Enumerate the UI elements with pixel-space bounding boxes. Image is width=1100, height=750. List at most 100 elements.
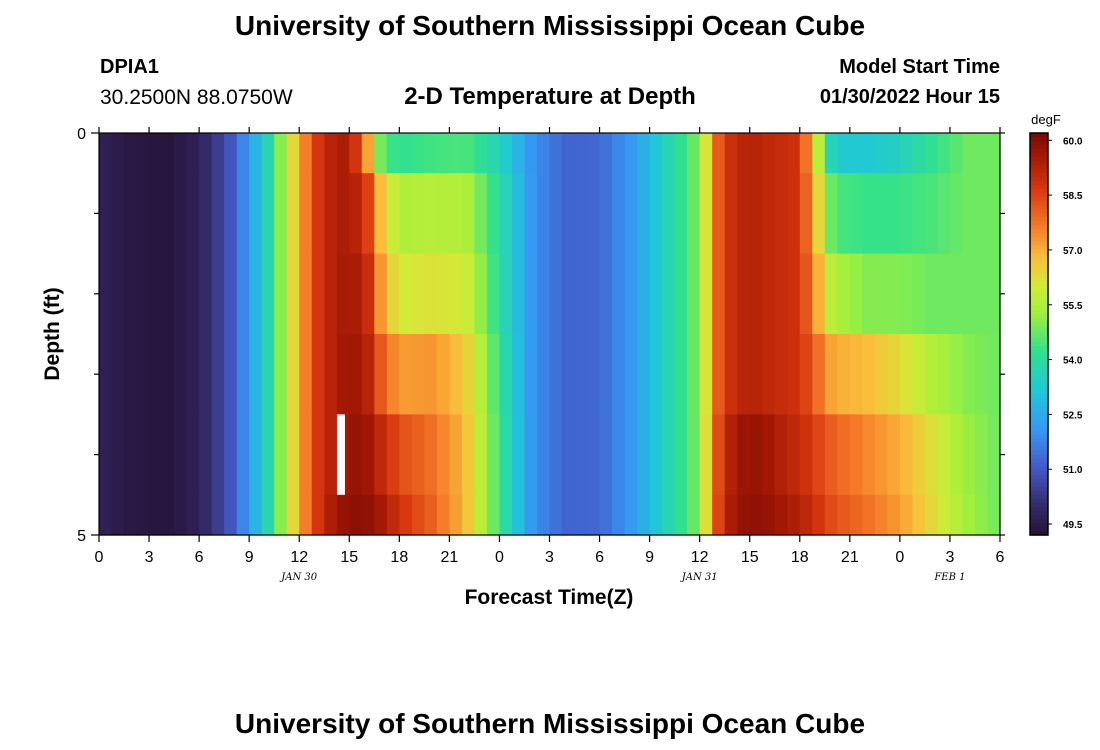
heatmap-cell bbox=[486, 133, 501, 174]
heatmap-cell bbox=[674, 173, 688, 255]
model-start-value: 01/30/2022 Hour 15 bbox=[819, 86, 1000, 108]
heatmap-cell bbox=[662, 173, 676, 255]
heatmap-cell bbox=[199, 133, 213, 174]
heatmap-cell bbox=[186, 494, 200, 536]
colorbar-segment bbox=[1030, 486, 1048, 492]
heatmap-cell bbox=[286, 334, 300, 415]
heatmap-cell bbox=[311, 133, 325, 174]
heatmap-cell bbox=[587, 173, 601, 255]
colorbar-segment bbox=[1030, 510, 1048, 516]
colorbar-segment bbox=[1030, 309, 1048, 315]
heatmap-cell bbox=[837, 334, 851, 415]
colorbar-segment bbox=[1030, 177, 1048, 182]
heatmap-cell bbox=[612, 494, 626, 536]
heatmap-cell bbox=[549, 253, 563, 335]
heatmap-cell bbox=[336, 494, 350, 536]
heatmap-cell bbox=[587, 414, 601, 496]
date-label: JAN 30 bbox=[279, 572, 318, 583]
heatmap-cell bbox=[862, 133, 876, 174]
heatmap-cell bbox=[799, 173, 813, 255]
heatmap-cell bbox=[787, 334, 801, 415]
heatmap-cell bbox=[887, 494, 901, 536]
heatmap-cell bbox=[874, 133, 888, 174]
heatmap-cell bbox=[574, 334, 588, 415]
colorbar-segment bbox=[1030, 522, 1048, 528]
heatmap-cell bbox=[499, 133, 513, 174]
heatmap-cell bbox=[762, 173, 776, 255]
x-tick-label: 3 bbox=[945, 549, 954, 566]
heatmap-cell bbox=[461, 334, 476, 415]
heatmap-cell bbox=[849, 173, 863, 255]
heatmap-cell bbox=[536, 133, 551, 174]
heatmap-cell bbox=[186, 334, 200, 415]
heatmap-cell bbox=[111, 494, 125, 536]
heatmap-cell bbox=[461, 133, 476, 174]
heatmap-cell bbox=[324, 133, 338, 174]
colorbar-segment bbox=[1030, 249, 1048, 255]
heatmap-cell bbox=[587, 334, 601, 415]
colorbar-segment bbox=[1030, 394, 1048, 399]
heatmap-cell bbox=[149, 334, 163, 415]
heatmap-cell bbox=[386, 173, 400, 255]
colorbar-segment bbox=[1030, 193, 1048, 198]
heatmap-cell bbox=[974, 334, 989, 415]
heatmap-cell bbox=[624, 494, 638, 536]
heatmap-cell bbox=[699, 494, 713, 536]
heatmap-cell bbox=[887, 414, 901, 496]
heatmap-cell bbox=[962, 414, 976, 496]
heatmap-cell bbox=[574, 133, 588, 174]
heatmap-cell bbox=[587, 494, 601, 536]
heatmap-cell bbox=[286, 494, 300, 536]
heatmap-cell bbox=[436, 173, 450, 255]
heatmap-cell bbox=[399, 173, 413, 255]
heatmap-cell bbox=[349, 414, 363, 496]
heatmap-cell bbox=[111, 414, 125, 496]
colorbar-segment bbox=[1030, 149, 1048, 154]
heatmap-cell bbox=[486, 173, 501, 255]
heatmap-cell bbox=[461, 414, 476, 496]
colorbar-segment bbox=[1030, 265, 1048, 271]
heatmap-cell bbox=[724, 173, 738, 255]
heatmap-cell bbox=[974, 414, 989, 496]
x-tick-label: 3 bbox=[145, 549, 154, 566]
colorbar-segment bbox=[1030, 398, 1048, 403]
colorbar-segment bbox=[1030, 277, 1048, 283]
date-label: FEB 1 bbox=[933, 572, 965, 583]
colorbar-segment bbox=[1030, 494, 1048, 500]
colorbar-segment bbox=[1030, 237, 1048, 243]
heatmap-cell bbox=[774, 253, 788, 335]
colorbar-segment bbox=[1030, 281, 1048, 287]
heatmap-cell bbox=[737, 133, 751, 174]
heatmap-cell bbox=[299, 414, 313, 496]
heatmap-cell bbox=[687, 173, 701, 255]
colorbar-segment bbox=[1030, 466, 1048, 472]
colorbar-segment bbox=[1030, 406, 1048, 411]
heatmap-cell bbox=[687, 494, 701, 536]
heatmap-cell bbox=[874, 334, 888, 415]
heatmap-cell bbox=[699, 133, 713, 174]
heatmap-cell bbox=[899, 334, 913, 415]
colorbar-segment bbox=[1030, 418, 1048, 424]
heatmap-cell bbox=[674, 253, 688, 335]
colorbar-segment bbox=[1030, 346, 1048, 351]
heatmap-cell bbox=[511, 253, 526, 335]
heatmap-cell bbox=[136, 334, 150, 415]
temperature-depth-chart: 0 3 6 9 12 15 18 21 0 3 6 9 12 15 18 21 0 3 6 JAN 30 JAN 31 F… bbox=[41, 112, 1083, 609]
colorbar-tick-label: 57.0 bbox=[1063, 246, 1083, 257]
heatmap-cell bbox=[699, 173, 713, 255]
heatmap-cell bbox=[637, 414, 651, 496]
heatmap-cell bbox=[774, 494, 788, 536]
colorbar-segment bbox=[1030, 213, 1048, 219]
heatmap-cell bbox=[824, 253, 838, 335]
heatmap-cell bbox=[912, 334, 926, 415]
heatmap-cell bbox=[649, 494, 663, 536]
heatmap-cell bbox=[712, 173, 726, 255]
heatmap-cell bbox=[749, 494, 763, 536]
heatmap-cell bbox=[224, 414, 238, 496]
x-tick-label: 6 bbox=[996, 549, 1005, 566]
heatmap-cell bbox=[937, 173, 951, 255]
colorbar-segment bbox=[1030, 482, 1048, 488]
heatmap-cell bbox=[899, 494, 913, 536]
colorbar-segment bbox=[1030, 474, 1048, 480]
heatmap-cell bbox=[324, 173, 338, 255]
